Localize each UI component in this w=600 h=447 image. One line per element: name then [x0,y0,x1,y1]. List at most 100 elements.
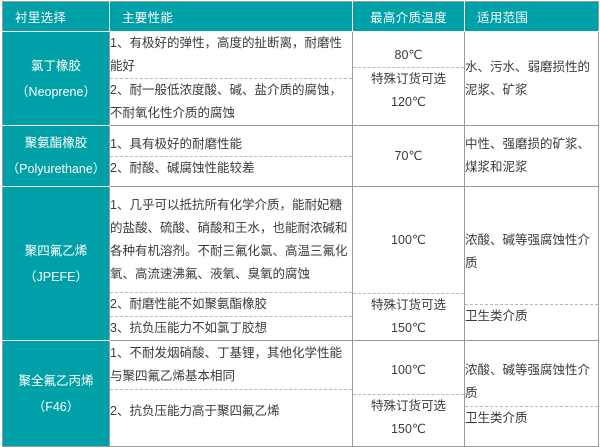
material-cell-f46: 聚全氟乙丙烯 （F46） [2,340,110,447]
temperature-subrow: 80℃ [353,43,464,68]
column-header-main-properties: 主要性能 [109,1,353,32]
temperature-subrow: 特殊订货可选 150℃ [353,395,464,442]
range-item: 卫生类介质 [465,309,528,323]
property-item: 1、不耐发烟硝酸、丁基锂，其他化学性能与聚四氟乙烯基本相同 [110,341,352,390]
material-cell-polyurethane: 聚氨酯橡胶 （Polyurethane） [2,125,110,187]
properties-cell-f46: 1、不耐发烟硝酸、丁基锂，其他化学性能与聚四氟乙烯基本相同 2、抗负压能力高于聚… [109,340,353,447]
material-name-en: （F46） [32,399,80,414]
properties-cell-polyurethane: 1、具有极好的耐磨性能 2、耐酸、碱腐蚀性能较差 [109,125,353,187]
range-item: 浓酸、碱等强腐蚀性介质 [465,199,598,305]
properties-subtable: 1、有极好的弹性，高度的扯断离，耐磨性能好 2、耐一般低浓度酸、碱、盐介质的腐蚀… [110,32,352,125]
property-subrow: 1、有极好的弹性，高度的扯断离，耐磨性能好 [110,32,352,79]
range-cell-polyurethane: 中性、强磨损的矿浆、煤浆和泥浆 [464,125,599,187]
properties-cell-jpefe: 1、几乎可以抵抗所有化学介质，能耐妃糖的盐酸、硫酸、硝酸和王水，也能耐浓碱和各种… [109,186,353,341]
column-header-max-media-temperature: 最高介质温度 [352,1,465,32]
property-item: 1、有极好的弹性，高度的扯断离，耐磨性能好 [110,32,352,79]
table-header-row: 衬里选择 主要性能 最高介质温度 适用范围 [2,1,599,32]
temperature-subrow: 特殊订货可选 120℃ [353,67,464,114]
material-name-cn: 聚四氟乙烯 [24,243,88,258]
temperature-subrow: 特殊订货可选 150℃ [353,293,464,340]
temperature-line: 120℃ [391,94,426,109]
properties-subtable: 1、不耐发烟硝酸、丁基锂，其他化学性能与聚四氟乙烯基本相同 2、抗负压能力高于聚… [110,341,352,446]
range-subrow: 中性、强磨损的矿浆、煤浆和泥浆 [465,133,598,179]
range-item: 水、污水、弱磨损性的泥浆、矿浆 [465,59,591,97]
temperature-line: 100℃ [391,232,426,247]
range-subrow: 浓酸、碱等强腐蚀性介质 [465,199,598,305]
range-subrow: 浓酸、碱等强腐蚀性介质 [465,357,598,407]
temperature-subtable: 100℃ 特殊订货可选 150℃ [353,346,464,441]
range-item: 浓酸、碱等强腐蚀性介质 [465,357,598,407]
table-body: 氯丁橡胶 （Neoprene） 1、有极好的弹性，高度的扯断离，耐磨性能好 2、… [2,31,599,447]
properties-subtable: 1、几乎可以抵抗所有化学介质，能耐妃糖的盐酸、硫酸、硝酸和王水，也能耐浓碱和各种… [110,187,352,340]
temperature-line: 100℃ [391,362,426,377]
temperature-line: 特殊订货可选 [370,71,446,86]
material-cell-neoprene: 氯丁橡胶 （Neoprene） [2,31,110,126]
property-item: 1、具有极好的耐磨性能 [110,132,352,157]
table-row: 聚全氟乙丙烯 （F46） 1、不耐发烟硝酸、丁基锂，其他化学性能与聚四氟乙烯基本… [2,340,599,447]
temperature-subtable: 80℃ 特殊订货可选 120℃ [353,43,464,114]
temperature-cell-jpefe: 100℃ 特殊订货可选 150℃ [352,186,465,341]
property-item: 2、耐酸、碱腐蚀性能较差 [110,160,255,175]
range-cell-neoprene: 水、污水、弱磨损性的泥浆、矿浆 [464,31,599,126]
table-row: 氯丁橡胶 （Neoprene） 1、有极好的弹性，高度的扯断离，耐磨性能好 2、… [2,31,599,126]
temperature-line: 特殊订货可选 [370,399,446,413]
table-row: 聚四氟乙烯 （JPEFE） 1、几乎可以抵抗所有化学介质，能耐妃糖的盐酸、硫酸、… [2,186,599,341]
temperature-value: 100℃ [353,346,464,395]
property-subrow: 2、抗负压能力高于聚四氟乙烯 [110,390,352,447]
property-subrow: 3、抗负压能力不如氯丁胶想 [110,317,352,341]
table-row: 聚氨酯橡胶 （Polyurethane） 1、具有极好的耐磨性能 2、耐酸、碱腐… [2,125,599,187]
range-subrow: 卫生类介质 [465,406,598,430]
properties-subtable: 1、具有极好的耐磨性能 2、耐酸、碱腐蚀性能较差 [110,132,352,180]
range-subrow: 水、污水、弱磨损性的泥浆、矿浆 [465,56,598,102]
range-subtable: 水、污水、弱磨损性的泥浆、矿浆 [465,56,598,102]
temperature-cell-neoprene: 80℃ 特殊订货可选 120℃ [352,31,465,126]
material-name-en: （JPEFE） [24,269,88,284]
range-subtable: 中性、强磨损的矿浆、煤浆和泥浆 [465,133,598,179]
temperature-subtable: 100℃ 特殊订货可选 150℃ [353,187,464,340]
range-subrow: 卫生类介质 [465,305,598,329]
column-header-lining-selection: 衬里选择 [2,1,110,32]
temperature-cell-polyurethane: 70℃ [352,125,465,187]
property-subrow: 1、不耐发烟硝酸、丁基锂，其他化学性能与聚四氟乙烯基本相同 [110,341,352,390]
material-name-cn: 氯丁橡胶 [30,58,81,73]
property-subrow: 2、耐磨性能不如聚氨酯橡胶 [110,292,352,317]
property-subrow: 1、几乎可以抵抗所有化学介质，能耐妃糖的盐酸、硫酸、硝酸和王水，也能耐浓碱和各种… [110,187,352,293]
property-item: 2、耐一般低浓度酸、碱、盐介质的腐蚀，不耐氧化性介质的腐蚀 [110,83,342,120]
table-header: 衬里选择 主要性能 最高介质温度 适用范围 [2,1,599,32]
property-item: 1、几乎可以抵抗所有化学介质，能耐妃糖的盐酸、硫酸、硝酸和王水，也能耐浓碱和各种… [110,187,352,293]
property-subrow: 2、耐一般低浓度酸、碱、盐介质的腐蚀，不耐氧化性介质的腐蚀 [110,79,352,126]
range-cell-f46: 浓酸、碱等强腐蚀性介质 卫生类介质 [464,340,599,447]
temperature-subrow: 100℃ [353,346,464,395]
temperature-line: 特殊订货可选 [370,297,446,312]
range-item: 卫生类介质 [465,410,528,425]
temperature-line: 80℃ [394,47,423,62]
column-header-application-range: 适用范围 [464,1,599,32]
property-item: 2、耐磨性能不如聚氨酯橡胶 [110,292,352,317]
range-subtable: 浓酸、碱等强腐蚀性介质 卫生类介质 [465,199,598,328]
property-item: 2、抗负压能力高于聚四氟乙烯 [110,404,280,418]
property-subrow: 2、耐酸、碱腐蚀性能较差 [110,156,352,180]
property-item: 3、抗负压能力不如氯丁胶想 [110,321,267,335]
temperature-subrow: 100℃ [353,187,464,294]
temperature-value: 特殊订货可选 150℃ [353,395,464,442]
temperature-value: 特殊订货可选 150℃ [353,293,464,340]
material-cell-jpefe: 聚四氟乙烯 （JPEFE） [2,186,110,341]
material-name-cn: 聚全氟乙丙烯 [18,373,94,388]
temperature-line: 70℃ [394,149,423,163]
properties-cell-neoprene: 1、有极好的弹性，高度的扯断离，耐磨性能好 2、耐一般低浓度酸、碱、盐介质的腐蚀… [109,31,353,126]
range-cell-jpefe: 浓酸、碱等强腐蚀性介质 卫生类介质 [464,186,599,341]
property-subrow: 1、具有极好的耐磨性能 [110,132,352,157]
temperature-value: 特殊订货可选 120℃ [353,67,464,114]
range-item: 中性、强磨损的矿浆、煤浆和泥浆 [465,137,591,174]
material-name-cn: 聚氨酯橡胶 [24,136,88,150]
temperature-value: 100℃ [353,187,464,294]
temperature-line: 150℃ [391,422,426,436]
temperature-value: 80℃ [353,43,464,68]
temperature-cell-f46: 100℃ 特殊订货可选 150℃ [352,340,465,447]
material-name-en: （Polyurethane） [6,162,106,176]
material-name-en: （Neoprene） [16,84,96,99]
range-subtable: 浓酸、碱等强腐蚀性介质 卫生类介质 [465,357,598,430]
temperature-line: 150℃ [391,320,426,335]
